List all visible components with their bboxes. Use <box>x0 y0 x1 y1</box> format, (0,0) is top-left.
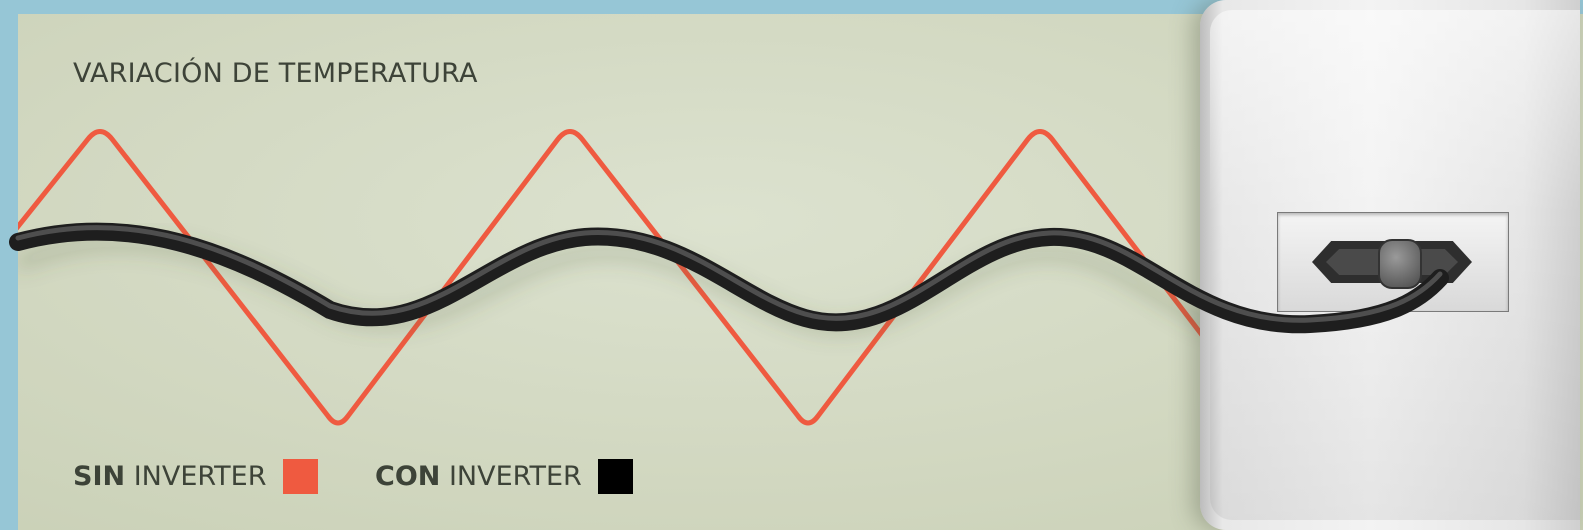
legend-con-text: INVERTER <box>449 461 582 492</box>
legend-sin-inverter: SIN INVERTER <box>73 458 318 494</box>
legend-sin-swatch <box>283 459 318 494</box>
plug-icon <box>1378 239 1422 289</box>
legend-con-bold: CON <box>375 461 440 492</box>
legend-sin-text: INVERTER <box>134 461 267 492</box>
wall-outlet-icon <box>1200 0 1580 530</box>
socket-faceplate <box>1277 212 1509 312</box>
legend-con-swatch <box>598 459 633 494</box>
legend-sin-bold: SIN <box>73 461 125 492</box>
legend-con-inverter: CON INVERTER <box>375 458 633 494</box>
sin-inverter-line <box>18 132 1228 424</box>
cable-shadow <box>18 244 1308 344</box>
